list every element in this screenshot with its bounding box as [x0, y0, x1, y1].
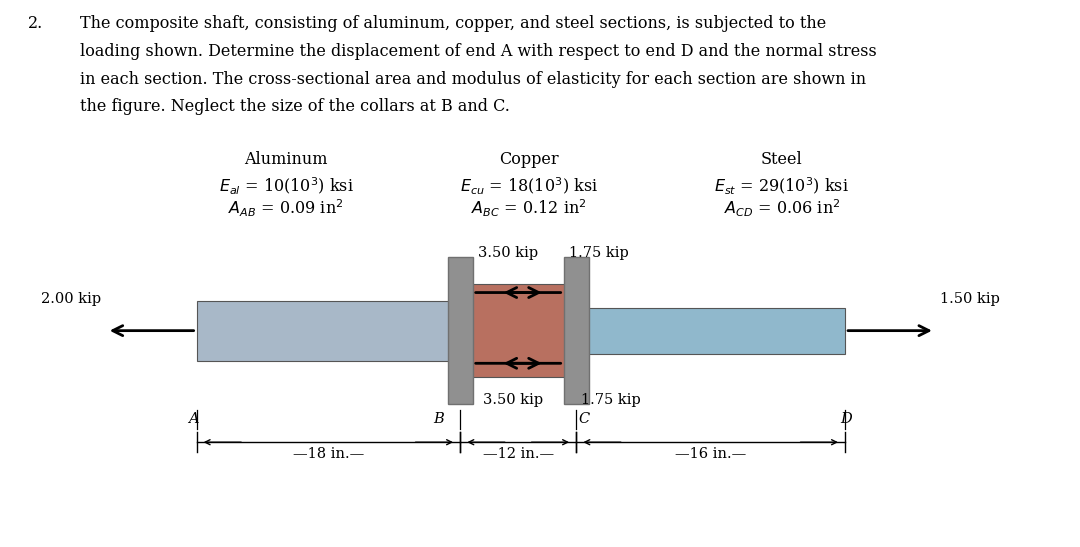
Text: $A_{BC}$ = 0.12 in$^2$: $A_{BC}$ = 0.12 in$^2$ [471, 197, 586, 219]
Text: $E_{st}$ = 29(10$^3$) ksi: $E_{st}$ = 29(10$^3$) ksi [715, 176, 849, 196]
Text: $E_{al}$ = 10(10$^3$) ksi: $E_{al}$ = 10(10$^3$) ksi [219, 176, 353, 196]
Text: C: C [578, 412, 590, 426]
Text: Aluminum: Aluminum [244, 151, 328, 168]
Text: —12 in.—: —12 in.— [483, 446, 554, 461]
Text: —16 in.—: —16 in.— [675, 446, 746, 461]
Bar [197, 301, 460, 360]
Text: $A_{CD}$ = 0.06 in$^2$: $A_{CD}$ = 0.06 in$^2$ [724, 197, 840, 219]
Text: The composite shaft, consisting of aluminum, copper, and steel sections, is subj: The composite shaft, consisting of alumi… [81, 15, 827, 32]
Text: $E_{cu}$ = 18(10$^3$) ksi: $E_{cu}$ = 18(10$^3$) ksi [460, 176, 597, 196]
Text: A: A [188, 412, 199, 426]
Text: loading shown. Determine the displacement of end A with respect to end D and the: loading shown. Determine the displacemen… [81, 43, 877, 60]
Text: 1.50 kip: 1.50 kip [940, 292, 1000, 306]
Text: in each section. The cross-sectional area and modulus of elasticity for each sec: in each section. The cross-sectional are… [81, 71, 866, 88]
Text: Copper: Copper [499, 151, 558, 168]
Text: —18 in.—: —18 in.— [293, 446, 364, 461]
Text: 3.50 kip: 3.50 kip [484, 393, 543, 407]
Bar [447, 257, 473, 404]
Text: the figure. Neglect the size of the collars at B and C.: the figure. Neglect the size of the coll… [81, 98, 511, 115]
Text: B: B [433, 412, 444, 426]
Text: 2.: 2. [28, 15, 43, 32]
Bar [577, 308, 846, 353]
Bar [564, 257, 589, 404]
Text: 1.75 kip: 1.75 kip [569, 246, 629, 260]
Bar [460, 284, 577, 377]
Text: Steel: Steel [761, 151, 802, 168]
Text: 2.00 kip: 2.00 kip [41, 292, 102, 306]
Text: $A_{AB}$ = 0.09 in$^2$: $A_{AB}$ = 0.09 in$^2$ [229, 197, 343, 219]
Text: 3.50 kip: 3.50 kip [478, 246, 538, 260]
Text: 1.75 kip: 1.75 kip [581, 393, 642, 407]
Text: D: D [840, 412, 852, 426]
